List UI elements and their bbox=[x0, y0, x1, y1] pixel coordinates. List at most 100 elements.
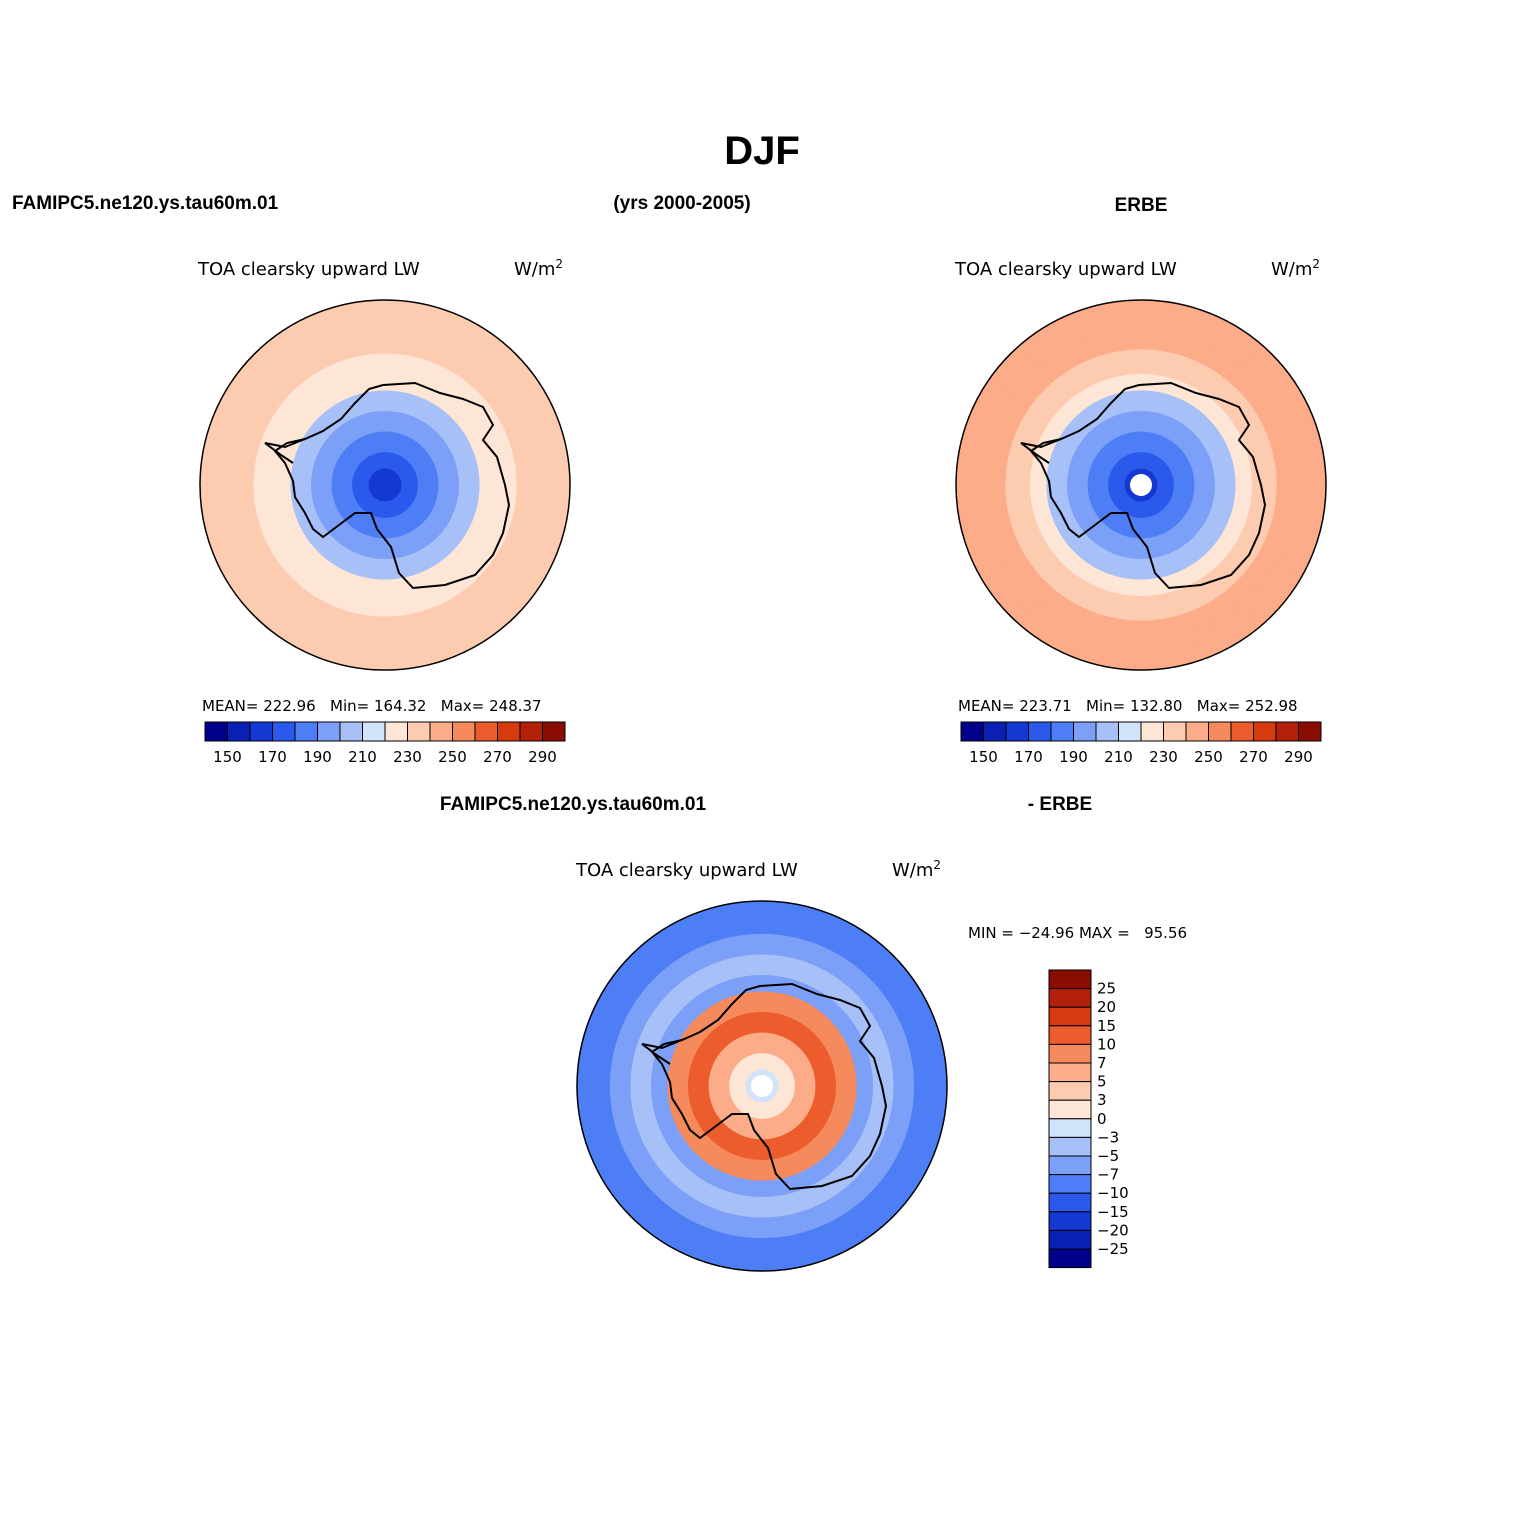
stats-label: MEAN= 222.96 Min= 164.32 Max= 248.37 bbox=[202, 697, 542, 715]
diff-right-label: - ERBE bbox=[1028, 794, 1092, 815]
colorbar-swatch bbox=[407, 721, 431, 742]
coastline-diff bbox=[641, 982, 888, 1191]
colorbar-swatch bbox=[497, 721, 521, 742]
colorbar-tick-label: 10 bbox=[1097, 1035, 1116, 1053]
colorbar-tick-label: −5 bbox=[1097, 1147, 1119, 1165]
stats-label: MIN = −24.96 MAX = 95.56 bbox=[968, 924, 1187, 942]
colorbar-tick-label: 150 bbox=[969, 748, 998, 766]
colorbar-swatch bbox=[1048, 1025, 1092, 1045]
colorbar-tick-label: 190 bbox=[303, 748, 332, 766]
coastline-obs bbox=[1020, 381, 1267, 590]
colorbar-tick-label: 230 bbox=[1149, 748, 1178, 766]
colorbar-swatch bbox=[1005, 721, 1029, 742]
colorbar-swatch bbox=[1185, 721, 1209, 742]
colorbar-swatch bbox=[1253, 721, 1277, 742]
colorbar-swatch bbox=[1163, 721, 1187, 742]
peninsula-coastline bbox=[1020, 438, 1062, 464]
colorbar-swatch bbox=[1048, 1174, 1092, 1194]
years-label: (yrs 2000-2005) bbox=[613, 193, 750, 214]
colorbar-swatch bbox=[317, 721, 341, 742]
colorbar-tick-label: 250 bbox=[1194, 748, 1223, 766]
colorbar-swatch bbox=[1048, 1155, 1092, 1176]
colorbar-swatch bbox=[294, 721, 318, 742]
colorbar-swatch bbox=[983, 721, 1007, 742]
colorbar-swatch bbox=[1048, 1099, 1092, 1120]
colorbar-swatch bbox=[1298, 721, 1322, 742]
colorbar-obs: 150 170 190 210 230 250 270 290 bbox=[960, 721, 1322, 766]
antarctica-coastline bbox=[273, 381, 511, 590]
map-border bbox=[199, 299, 571, 671]
colorbar-swatch bbox=[474, 721, 498, 742]
colorbar-tick-label: 290 bbox=[1284, 748, 1313, 766]
colorbar-tick-label: 250 bbox=[438, 748, 467, 766]
colorbar-swatch bbox=[1230, 721, 1254, 742]
peninsula-coastline bbox=[264, 438, 306, 464]
colorbar-tick-label: −10 bbox=[1097, 1184, 1129, 1202]
colorbar-swatch bbox=[1208, 721, 1232, 742]
map-border bbox=[955, 299, 1327, 671]
map-border bbox=[576, 900, 948, 1272]
colorbar-swatch bbox=[1048, 1248, 1092, 1269]
colorbar-swatch bbox=[1118, 721, 1142, 742]
variable-title: TOA clearsky upward LW bbox=[575, 860, 798, 881]
colorbar-tick-label: −15 bbox=[1097, 1203, 1129, 1221]
colorbar-swatch bbox=[1048, 1211, 1092, 1231]
diff-left-label: FAMIPC5.ne120.ys.tau60m.01 bbox=[440, 794, 707, 815]
colorbar-tick-label: 270 bbox=[483, 748, 512, 766]
polar-map-obs bbox=[956, 300, 1326, 670]
colorbar-tick-label: 170 bbox=[1014, 748, 1043, 766]
colorbar-swatch bbox=[1048, 1006, 1092, 1027]
colorbar-tick-label: 0 bbox=[1097, 1110, 1107, 1128]
peninsula-coastline bbox=[641, 1039, 683, 1065]
units-label: W/m2 bbox=[1271, 257, 1320, 280]
colorbar-tick-label: −7 bbox=[1097, 1166, 1119, 1184]
colorbar-swatch bbox=[1048, 1043, 1092, 1064]
colorbar-swatch bbox=[542, 721, 566, 742]
colorbar-swatch bbox=[1048, 1229, 1092, 1250]
panel-model: TOA clearsky upward LW W/m2 MEAN= 222.96… bbox=[197, 257, 571, 766]
colorbar-swatch bbox=[362, 721, 386, 742]
colorbar-tick-label: 3 bbox=[1097, 1091, 1107, 1109]
polar-map-diff bbox=[577, 901, 947, 1271]
colorbar-tick-label: 210 bbox=[1104, 748, 1133, 766]
colorbar-swatch bbox=[384, 721, 408, 742]
colorbar-tick-label: 20 bbox=[1097, 998, 1116, 1016]
colorbar-tick-label: 25 bbox=[1097, 980, 1116, 998]
colorbar-swatch bbox=[960, 721, 984, 742]
colorbar-swatch bbox=[1275, 721, 1299, 742]
panel-diff: TOA clearsky upward LW W/m2 MIN = −24.96… bbox=[575, 858, 1187, 1272]
missing-data-pole bbox=[1130, 474, 1152, 496]
colorbar-tick-label: 5 bbox=[1097, 1073, 1107, 1091]
colorbar-swatch bbox=[1048, 1062, 1092, 1083]
colorbar-swatch bbox=[1048, 1081, 1092, 1101]
missing-data-pole bbox=[751, 1075, 773, 1097]
colorbar-tick-label: −20 bbox=[1097, 1221, 1129, 1239]
colorbar-tick-label: 230 bbox=[393, 748, 422, 766]
colorbar-swatch bbox=[1048, 969, 1092, 990]
polar-map-model bbox=[200, 300, 570, 670]
colorbar-swatch bbox=[272, 721, 296, 742]
units-label: W/m2 bbox=[514, 257, 563, 280]
colorbar-swatch bbox=[339, 721, 363, 742]
colorbar-tick-label: −3 bbox=[1097, 1128, 1119, 1146]
colorbar-tick-label: 210 bbox=[348, 748, 377, 766]
coastline-model bbox=[264, 381, 511, 590]
colorbar-swatch bbox=[1048, 1192, 1092, 1213]
variable-title: TOA clearsky upward LW bbox=[197, 259, 420, 280]
colorbar-tick-label: 270 bbox=[1239, 748, 1268, 766]
colorbar-swatch bbox=[1048, 988, 1092, 1008]
colorbar-tick-label: 290 bbox=[528, 748, 557, 766]
colorbar-swatch bbox=[1048, 1136, 1092, 1157]
colorbar-swatch bbox=[227, 721, 251, 742]
variable-title: TOA clearsky upward LW bbox=[954, 259, 1177, 280]
colorbar-swatch bbox=[1073, 721, 1097, 742]
colorbar-tick-label: 170 bbox=[258, 748, 287, 766]
colorbar-tick-label: 190 bbox=[1059, 748, 1088, 766]
colorbar-swatch bbox=[452, 721, 476, 742]
colorbar-tick-label: 150 bbox=[213, 748, 242, 766]
colorbar-tick-label: −25 bbox=[1097, 1240, 1129, 1258]
colorbar-swatch bbox=[1050, 721, 1074, 742]
colorbar-swatch bbox=[1095, 721, 1119, 742]
